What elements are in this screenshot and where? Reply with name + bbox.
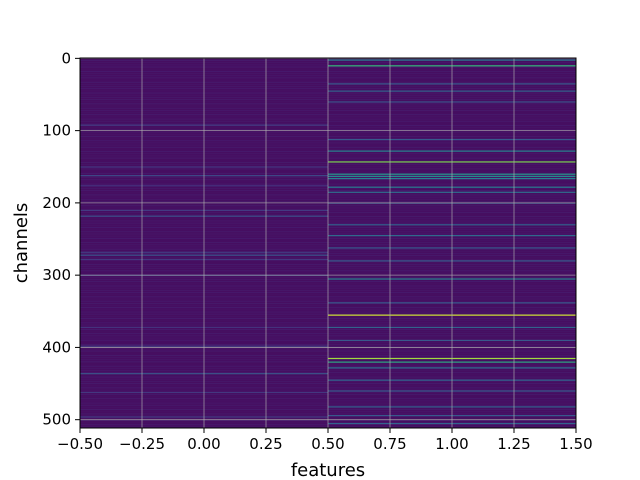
x-tick-label: 0.25 xyxy=(249,435,282,453)
x-tick-label: 1.25 xyxy=(497,435,530,453)
x-tick-label: 0.00 xyxy=(187,435,220,453)
y-tick-label: 100 xyxy=(42,122,71,140)
x-tick-label: 1.50 xyxy=(559,435,592,453)
x-tick-label: 0.50 xyxy=(311,435,344,453)
x-axis-label: features xyxy=(291,460,365,480)
y-tick-label: 300 xyxy=(42,266,71,284)
x-axis: −0.50 −0.25 0.00 0.25 0.50 0.75 1.00 1.25 1.50 xyxy=(57,428,593,453)
x-tick-label: −0.50 xyxy=(57,435,103,453)
x-tick-label: 1.00 xyxy=(435,435,468,453)
grid-lines xyxy=(80,57,576,428)
y-tick-label: 400 xyxy=(42,338,71,356)
y-tick-label: 500 xyxy=(42,411,71,429)
x-tick-label: −0.25 xyxy=(119,435,165,453)
y-axis-label: channels xyxy=(11,203,32,284)
x-tick-label: 0.75 xyxy=(373,435,406,453)
y-tick-label: 0 xyxy=(61,49,71,67)
y-tick-label: 200 xyxy=(42,194,71,212)
y-axis: 0 100 200 300 400 500 xyxy=(42,49,80,429)
